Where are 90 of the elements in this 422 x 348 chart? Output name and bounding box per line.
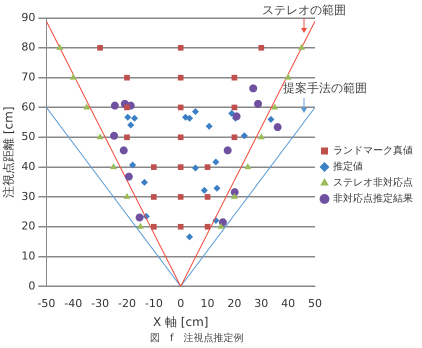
point: [204, 224, 210, 230]
x-tick-label: -10: [144, 296, 163, 310]
point: [129, 162, 136, 169]
point: [178, 44, 184, 51]
point: [124, 172, 133, 181]
text: 図 f 注視点推定例: [150, 332, 244, 345]
x-tick-label: -40: [64, 296, 82, 310]
point: [240, 132, 248, 140]
point: [124, 134, 130, 140]
y-tick-label: 90: [21, 10, 36, 24]
point: [97, 44, 103, 51]
point: [254, 100, 262, 108]
point: [244, 163, 252, 170]
point: [151, 224, 157, 230]
point: [232, 112, 241, 120]
text: ステレオの範囲: [262, 2, 346, 19]
point: [120, 146, 128, 154]
y-axis-title: 注視点距離 [cm]: [1, 106, 16, 198]
point: [151, 194, 157, 200]
legend-label: ステレオ非対応点: [333, 176, 413, 189]
point: [224, 146, 232, 154]
x-tick-label: 20: [227, 296, 242, 310]
point: [110, 163, 118, 170]
y-tick-label: 40: [21, 160, 36, 173]
point: [178, 224, 184, 230]
point: [213, 184, 220, 192]
point: [178, 74, 184, 80]
x-tick-label: -50: [37, 296, 56, 310]
point: [110, 102, 119, 110]
point: [124, 74, 130, 80]
point: [186, 233, 194, 240]
y-tick-label: 70: [21, 70, 36, 84]
point: [284, 74, 292, 80]
x-tick-label: 30: [254, 296, 268, 310]
x-tick-label: 50: [308, 296, 322, 310]
annotation: 提案手法の範囲: [283, 80, 367, 97]
point: [271, 103, 278, 110]
y-tick-label: 20: [21, 220, 36, 233]
point: [267, 116, 274, 123]
point: [131, 114, 138, 122]
legend-label: ランドマーク真値: [333, 144, 413, 157]
point: [178, 104, 184, 110]
y-tick-label: 60: [21, 100, 36, 114]
y-tick-label: 80: [21, 40, 36, 54]
legend-label: 推定値: [333, 160, 363, 173]
point: [178, 194, 184, 200]
point: [192, 164, 199, 172]
point: [218, 222, 224, 229]
y-tick-label: 0: [28, 279, 36, 292]
point: [110, 132, 118, 140]
point: [178, 164, 184, 170]
point: [124, 114, 132, 121]
point: [204, 194, 210, 200]
x-axis-title: X 軸 [cm]: [152, 314, 208, 329]
point: [192, 108, 199, 116]
point: [200, 186, 208, 194]
point: [83, 103, 90, 110]
point: [124, 192, 130, 199]
x-tick-label: 40: [281, 296, 296, 310]
point: [206, 122, 213, 130]
point: [96, 133, 104, 140]
x-tick-label: 0: [177, 296, 184, 310]
x-tick-label: 10: [200, 296, 215, 310]
x-tick-label: -30: [91, 296, 110, 310]
point: [232, 134, 238, 140]
point: [56, 44, 64, 50]
point: [140, 178, 148, 186]
legend-label: 非対応点推定結果: [333, 192, 413, 205]
point: [124, 104, 130, 110]
point: [249, 84, 258, 92]
point: [136, 214, 144, 222]
point: [232, 104, 238, 110]
y-tick-label: 10: [21, 249, 36, 262]
point: [212, 158, 220, 166]
y-tick-label: 30: [21, 190, 36, 203]
x-tick-label: -20: [118, 296, 136, 310]
point: [70, 74, 77, 80]
y-tick-label: 50: [21, 130, 36, 144]
point: [258, 44, 264, 51]
point: [232, 74, 238, 80]
point: [204, 164, 210, 170]
point: [151, 164, 157, 170]
point: [136, 222, 144, 229]
point: [230, 192, 238, 199]
point: [127, 122, 134, 129]
point: [298, 44, 306, 50]
point: [274, 123, 282, 132]
point: [258, 133, 265, 140]
point: [186, 114, 194, 122]
point: [178, 134, 184, 140]
